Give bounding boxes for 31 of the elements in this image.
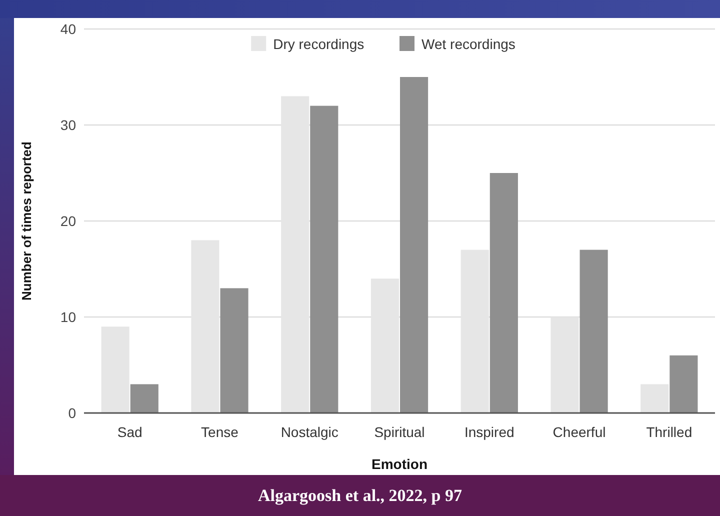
bar (101, 326, 130, 413)
bar (550, 317, 579, 413)
bar (281, 96, 310, 413)
x-tick-label: Nostalgic (280, 424, 338, 440)
bar (191, 240, 220, 413)
text: Algargoosh et al., 2022, p 97 (258, 486, 462, 505)
bar (370, 278, 399, 413)
bar (490, 173, 518, 413)
bar (460, 250, 489, 413)
x-tick-label: Tense (201, 424, 239, 440)
bar (640, 384, 669, 413)
x-tick-label: Cheerful (552, 424, 606, 440)
y-axis-title: Number of times reported (19, 141, 34, 300)
x-axis-title: Emotion (372, 456, 428, 472)
x-tick-label: Spiritual (374, 424, 425, 440)
legend-label: Dry recordings (273, 36, 364, 52)
x-tick-label: Sad (117, 424, 142, 440)
bar (400, 77, 428, 413)
y-tick-label: 20 (60, 212, 76, 229)
y-tick-label: 30 (60, 116, 76, 133)
y-tick-label: 40 (60, 20, 76, 37)
x-tick-label: Thrilled (646, 424, 692, 440)
bar (670, 355, 698, 413)
legend-label: Wet recordings (422, 36, 516, 52)
bar (130, 384, 158, 413)
y-tick-label: 10 (60, 308, 76, 325)
x-tick-label: Inspired (464, 424, 514, 440)
bar (580, 250, 608, 413)
bar (310, 106, 338, 413)
bar (220, 288, 248, 413)
y-tick-label: 0 (68, 404, 76, 421)
